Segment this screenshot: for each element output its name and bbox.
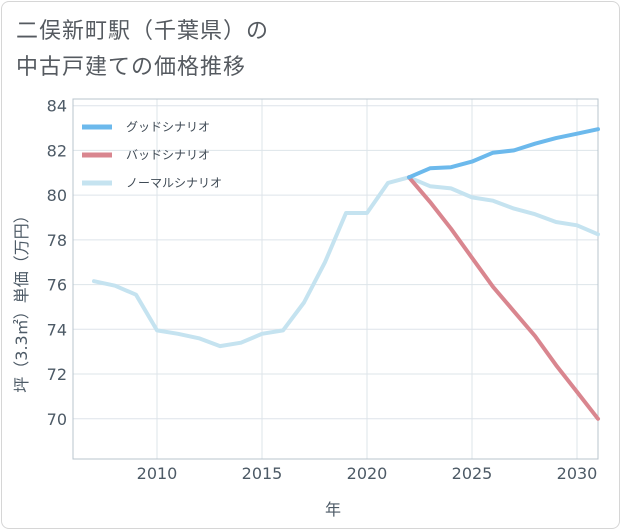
x-tick-label-2025: 2025 [452, 464, 493, 483]
series-line-normal [92, 175, 600, 349]
x-axis-ticks: 2010 2015 2020 2025 2030 [137, 464, 598, 483]
x-tick-label-2015: 2015 [242, 464, 283, 483]
x-tick-label-2030: 2030 [557, 464, 598, 483]
series-line-good [407, 127, 600, 180]
x-axis-label: 年 [325, 500, 341, 519]
y-tick-label-78: 78 [47, 231, 67, 250]
y-tick-label-72: 72 [47, 365, 67, 384]
y-axis-ticks: 70 72 74 76 78 80 82 84 [47, 97, 67, 429]
series-line-bad [407, 175, 600, 421]
y-axis-label: 坪（3.3㎡）単価（万円） [12, 207, 31, 392]
chart-title: 二俣新町駅（千葉県）の 中古戸建ての価格推移 [16, 14, 269, 86]
y-tick-label-80: 80 [47, 186, 67, 205]
legend-label-bad: バッドシナリオ [126, 148, 210, 162]
legend-label-good: グッドシナリオ [126, 120, 210, 134]
x-tick-label-2010: 2010 [137, 464, 178, 483]
y-tick-label-82: 82 [47, 141, 67, 160]
x-tick-label-2020: 2020 [347, 464, 388, 483]
y-tick-label-84: 84 [47, 97, 67, 116]
y-tick-label-70: 70 [47, 410, 67, 429]
y-tick-label-76: 76 [47, 276, 67, 295]
y-tick-label-74: 74 [47, 320, 67, 339]
series-lines [92, 127, 600, 421]
chart-title-line-2: 中古戸建ての価格推移 [16, 55, 247, 80]
legend-label-normal: ノーマルシナリオ [126, 176, 222, 190]
plot-area-border [72, 98, 599, 460]
chart-title-line-1: 二俣新町駅（千葉県）の [16, 19, 270, 44]
